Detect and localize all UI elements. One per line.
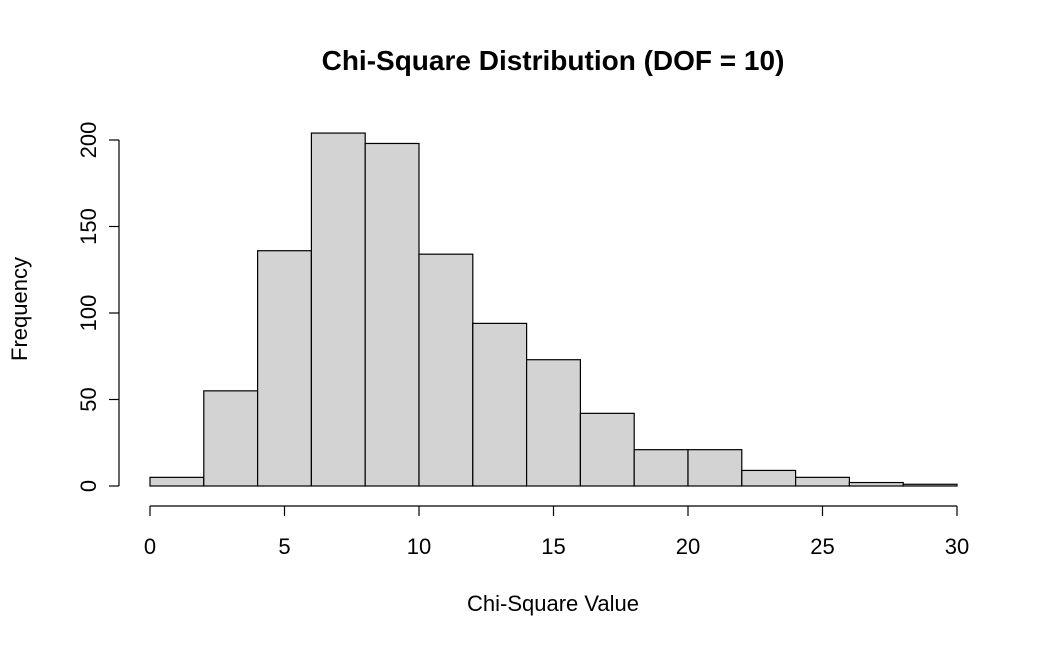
histogram-bar xyxy=(579,412,635,487)
y-axis-label: Frequency xyxy=(7,257,32,361)
histogram-bar xyxy=(687,449,743,487)
x-tick-label: 30 xyxy=(945,534,969,559)
chart-title: Chi-Square Distribution (DOF = 10) xyxy=(322,45,785,76)
histogram-bar xyxy=(364,142,420,487)
histogram-bar xyxy=(741,469,797,487)
x-axis-label: Chi-Square Value xyxy=(467,591,639,616)
histogram-bar xyxy=(848,481,904,487)
y-tick-label: 100 xyxy=(76,295,101,332)
y-tick-label: 150 xyxy=(76,208,101,245)
histogram-bar xyxy=(633,449,689,487)
bars-group xyxy=(149,132,958,487)
histogram-bar xyxy=(902,483,958,487)
y-tick-label: 200 xyxy=(76,122,101,159)
histogram-bar xyxy=(203,390,259,487)
x-tick-label: 20 xyxy=(676,534,700,559)
histogram-bar xyxy=(418,253,474,487)
y-tick-label: 0 xyxy=(76,480,101,492)
histogram-bar xyxy=(310,132,366,487)
x-axis: 0 5 10 15 20 25 30 xyxy=(144,505,969,559)
y-tick-label: 50 xyxy=(76,387,101,411)
x-tick-label: 10 xyxy=(407,534,431,559)
histogram-bar xyxy=(794,476,850,487)
histogram-bar xyxy=(149,476,205,487)
x-tick-label: 5 xyxy=(278,534,290,559)
histogram-bar xyxy=(525,359,581,487)
y-axis: 0 50 100 150 200 xyxy=(76,122,120,492)
x-tick-label: 25 xyxy=(810,534,834,559)
x-tick-label: 15 xyxy=(541,534,565,559)
histogram-bar xyxy=(257,250,313,487)
histogram-bar xyxy=(472,322,528,487)
x-tick-label: 0 xyxy=(144,534,156,559)
